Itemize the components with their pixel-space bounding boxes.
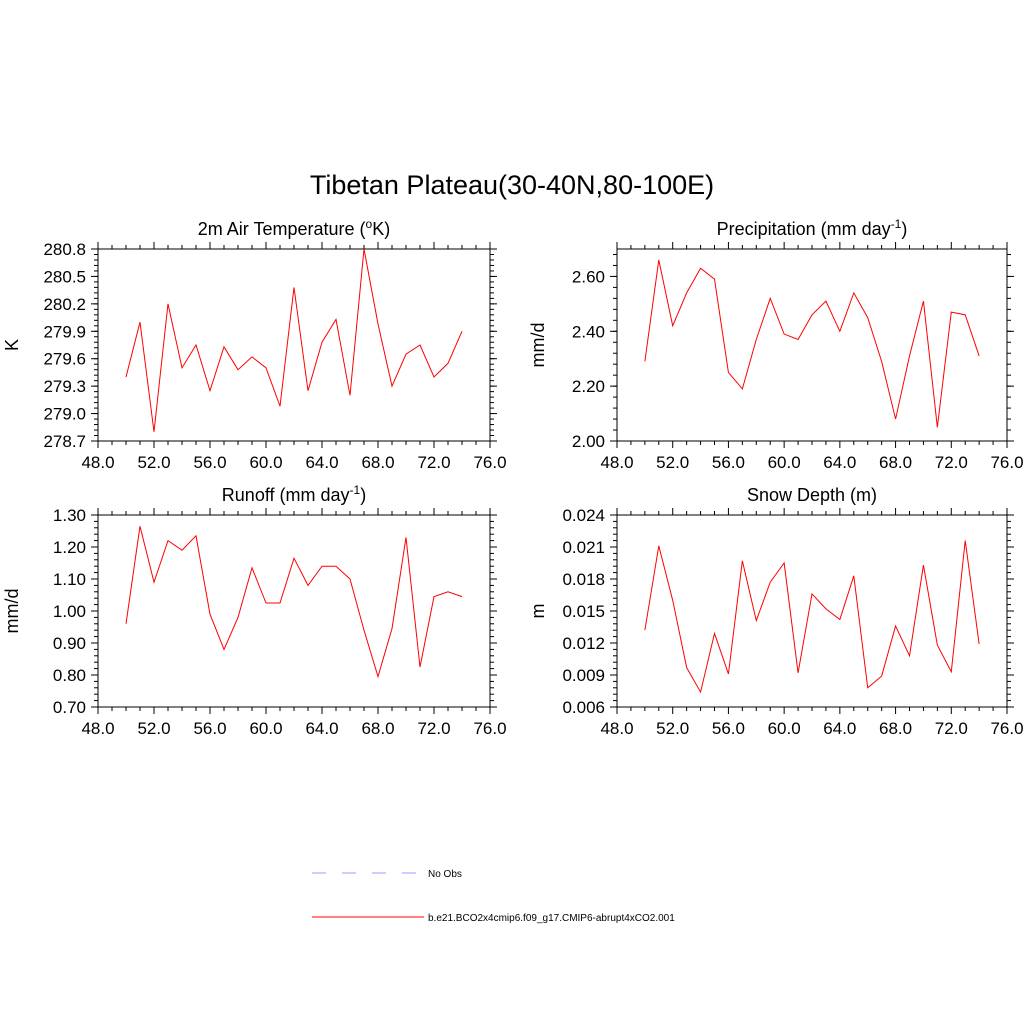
panel-title: 2m Air Temperature (oK) (198, 217, 390, 239)
panel-air-temperature: 48.0 52.0 56.0 60.0 64.0 68.0 72.0 76.0 278.7 279… (2, 217, 507, 472)
x-tick-label: 60.0 (249, 719, 282, 738)
x-tick-label: 48.0 (600, 719, 633, 738)
x-tick-label: 76.0 (473, 453, 506, 472)
x-tick-label: 68.0 (361, 453, 394, 472)
panel-title: Snow Depth (m) (747, 485, 877, 505)
y-tick-label: 0.024 (562, 506, 605, 525)
x-tick-label: 56.0 (712, 453, 745, 472)
x-tick-label: 72.0 (417, 453, 450, 472)
main-title: Tibetan Plateau(30-40N,80-100E) (310, 170, 714, 200)
plot-frame (616, 514, 1008, 708)
y-tick-label: 280.8 (43, 240, 86, 259)
y-tick-label: 279.3 (43, 377, 86, 396)
y-tick-label: 1.00 (53, 602, 86, 621)
y-tick-label: 2.00 (572, 432, 605, 451)
y-tick-label: 0.021 (562, 538, 605, 557)
y-tick-label: 2.60 (572, 267, 605, 286)
y-tick-label: 280.5 (43, 267, 86, 286)
plot-frame (97, 248, 491, 442)
series-line (125, 526, 463, 679)
panel-title-superscript: -1 (350, 483, 361, 497)
y-tick-label: 278.7 (43, 432, 86, 451)
x-tick-label: 52.0 (137, 453, 170, 472)
panel-title-main: 2m Air Temperature ( (198, 219, 366, 239)
y-tick-label: 279.0 (43, 405, 86, 424)
y-tick-label: 0.018 (562, 570, 605, 589)
x-tick-label: 48.0 (600, 453, 633, 472)
panel-title-suffix: ) (901, 219, 907, 239)
y-axis-label: mm/d (2, 589, 22, 634)
x-tick-label: 60.0 (249, 453, 282, 472)
y-tick-label: 2.20 (572, 377, 605, 396)
x-tick-label: 72.0 (417, 719, 450, 738)
x-tick-label: 60.0 (768, 719, 801, 738)
panel-title: Precipitation (mm day-1) (717, 217, 908, 239)
y-axis-label: mm/d (528, 323, 548, 368)
panel-title-suffix: K) (372, 219, 390, 239)
x-tick-label: 56.0 (193, 719, 226, 738)
x-tick-label: 64.0 (305, 453, 338, 472)
x-tick-label: 68.0 (879, 719, 912, 738)
y-tick-label: 1.10 (53, 570, 86, 589)
x-tick-label: 56.0 (193, 453, 226, 472)
y-tick-label: 0.012 (562, 634, 605, 653)
legend-label-no-obs: No Obs (428, 869, 462, 880)
y-axis-label: m (528, 604, 548, 619)
panel-title-superscript: -1 (891, 217, 902, 231)
series-line (644, 540, 980, 694)
legend-label-model: b.e21.BCO2x4cmip6.f09_g17.CMIP6-abrupt4x… (428, 913, 675, 924)
y-tick-label: 279.6 (43, 350, 86, 369)
y-tick-label: 0.006 (562, 698, 605, 717)
series-line (644, 259, 980, 428)
y-tick-label: 280.2 (43, 295, 86, 314)
x-tick-label: 76.0 (473, 719, 506, 738)
x-tick-label: 76.0 (990, 719, 1023, 738)
y-tick-label: 1.20 (53, 538, 86, 557)
panel-precipitation: 48.0 52.0 56.0 60.0 64.0 68.0 72.0 76.0 2.00 2.20… (528, 217, 1024, 472)
panel-title-main: Precipitation (mm day (717, 219, 891, 239)
x-tick-label: 52.0 (656, 719, 689, 738)
y-tick-label: 1.30 (53, 506, 86, 525)
y-tick-label: 0.015 (562, 602, 605, 621)
y-tick-label: 2.40 (572, 322, 605, 341)
y-tick-label: 0.70 (53, 698, 86, 717)
panel-snow-depth: 48.0 52.0 56.0 60.0 64.0 68.0 72.0 76.0 0.006 0.0… (528, 485, 1024, 738)
x-tick-label: 60.0 (768, 453, 801, 472)
x-tick-label: 48.0 (81, 719, 114, 738)
series-line (125, 248, 463, 432)
y-tick-label: 0.90 (53, 634, 86, 653)
panel-title-main: Snow Depth (m) (747, 485, 877, 505)
x-tick-label: 72.0 (935, 719, 968, 738)
y-axis-label: K (2, 339, 22, 351)
legend: No Obs b.e21.BCO2x4cmip6.f09_g17.CMIP6-a… (312, 869, 675, 924)
panel-title-main: Runoff (mm day (222, 485, 350, 505)
x-tick-label: 68.0 (361, 719, 394, 738)
x-tick-label: 64.0 (305, 719, 338, 738)
x-tick-label: 64.0 (823, 719, 856, 738)
x-tick-label: 68.0 (879, 453, 912, 472)
plot-frame (616, 248, 1008, 442)
panel-title: Runoff (mm day-1) (222, 483, 366, 505)
x-tick-label: 72.0 (935, 453, 968, 472)
y-tick-label: 279.9 (43, 322, 86, 341)
x-tick-label: 48.0 (81, 453, 114, 472)
x-tick-label: 64.0 (823, 453, 856, 472)
panel-title-superscript: o (366, 217, 373, 231)
y-tick-label: 0.009 (562, 666, 605, 685)
panel-title-suffix: ) (360, 485, 366, 505)
x-tick-label: 52.0 (137, 719, 170, 738)
x-tick-label: 56.0 (712, 719, 745, 738)
x-tick-label: 76.0 (990, 453, 1023, 472)
x-tick-label: 52.0 (656, 453, 689, 472)
panel-runoff: 48.0 52.0 56.0 60.0 64.0 68.0 72.0 76.0 0.70 0.80… (2, 483, 507, 738)
y-tick-label: 0.80 (53, 666, 86, 685)
